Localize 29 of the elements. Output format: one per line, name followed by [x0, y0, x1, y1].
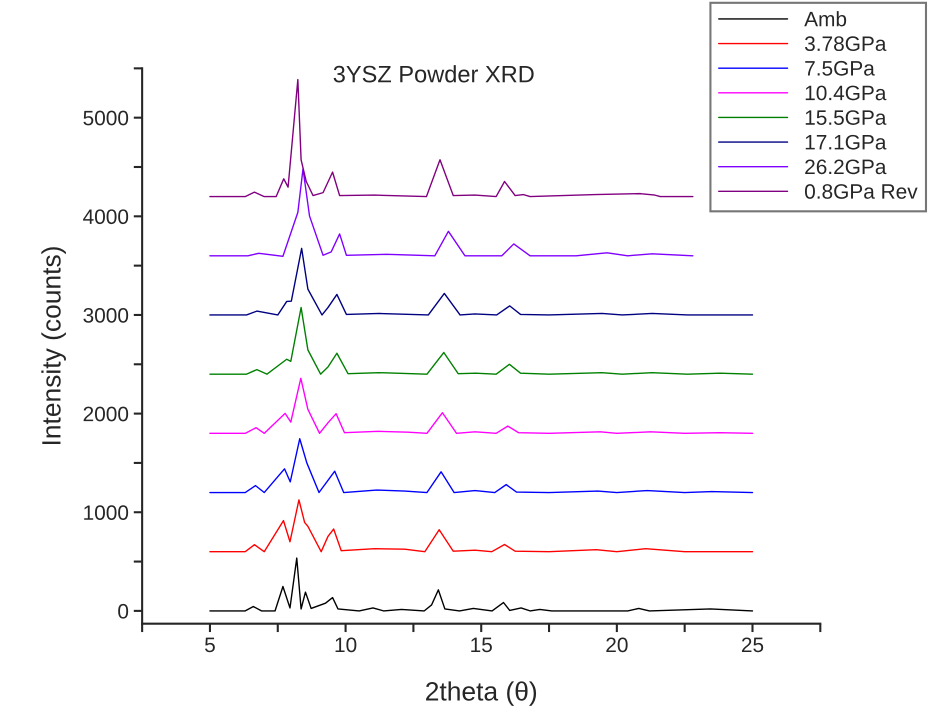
legend-label: Amb	[804, 11, 846, 26]
y-tick-label: 0	[118, 604, 128, 619]
y-tick-label: 3000	[83, 308, 128, 323]
chart-title: 3YSZ Powder XRD	[334, 65, 534, 82]
legend-label: 10.4GPa	[806, 86, 886, 100]
line-series	[209, 499, 754, 552]
y-tick-label: 4000	[83, 209, 128, 224]
y-axis-title: Intensity (counts)	[41, 247, 66, 444]
line-series	[209, 168, 694, 257]
x-tick-label: 5	[204, 638, 215, 652]
x-tick-label: 20	[606, 637, 628, 652]
line-series	[209, 438, 754, 494]
x-tick-label: 25	[742, 637, 764, 652]
x-tick-label: 15	[471, 638, 492, 652]
legend-label: 15.5GPa	[806, 110, 886, 125]
x-axis-title: 2theta (θ)	[426, 681, 536, 706]
x-tick-label: 10	[336, 637, 356, 652]
y-tick-label: 2000	[84, 406, 128, 422]
line-series	[209, 248, 754, 316]
legend-label: 17.1GPa	[806, 134, 886, 150]
line-series	[209, 306, 754, 375]
legend-label: 3.78GPa	[804, 36, 886, 52]
y-tick-label: 1000	[84, 505, 128, 520]
line-series	[209, 557, 754, 612]
y-tick-label: 5000	[83, 110, 128, 126]
legend-label: 26.2GPa	[805, 159, 886, 174]
legend-label: 7.5GPa	[805, 60, 875, 76]
line-series	[209, 378, 754, 434]
legend-label: 0.8GPa Rev	[804, 184, 918, 199]
